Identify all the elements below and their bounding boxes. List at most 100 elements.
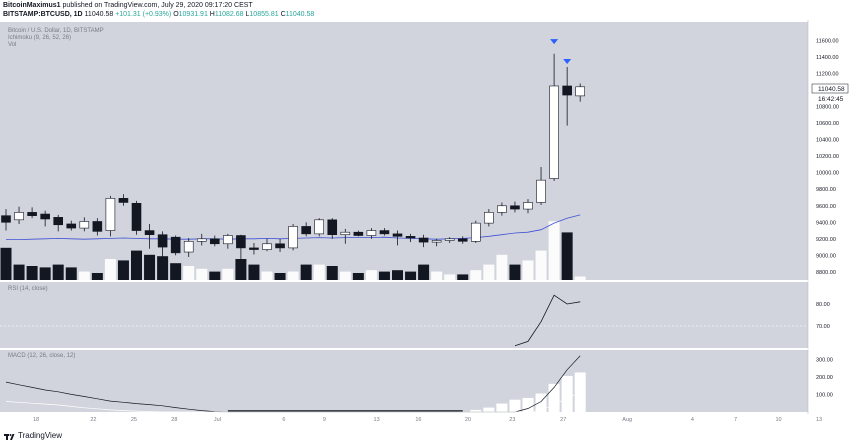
- candle-body: [470, 222, 481, 242]
- volume-bar: [13, 264, 25, 280]
- volume-bar: [235, 259, 247, 280]
- volume-bar: [91, 273, 103, 280]
- chart-axes: 11600.0011400.0011200.0011000.0010800.00…: [33, 39, 839, 423]
- footer: TradingView: [4, 431, 62, 441]
- candle-body: [444, 238, 455, 241]
- candle-body: [549, 85, 559, 179]
- tradingview-logo-icon: [4, 433, 15, 440]
- price-tick-label: 11200.00: [816, 72, 839, 78]
- time-tick-label: 28: [171, 417, 177, 423]
- volume-bar: [365, 270, 377, 280]
- chart-panes: [0, 20, 850, 414]
- author-name[interactable]: BitcoinMaximus1: [3, 2, 61, 9]
- price-tick-label: 11600.00: [816, 39, 839, 45]
- rsi-legend: RSI (14, close): [8, 286, 48, 292]
- price-tick-label: 10400.00: [816, 138, 839, 144]
- volume-bar: [261, 271, 273, 280]
- main-pane-bg: [0, 22, 808, 280]
- high-value: 11082.68: [214, 11, 244, 18]
- price-tick-label: 9600.00: [816, 204, 836, 210]
- price-tick-label: 10000.00: [816, 171, 839, 177]
- volume-bar: [339, 271, 351, 280]
- volume-bar: [26, 266, 38, 280]
- volume-bar: [209, 271, 221, 280]
- candle-body: [40, 213, 50, 220]
- time-tick-label: 25: [131, 417, 137, 423]
- candle-body: [431, 240, 442, 243]
- price-tick-label: 9800.00: [816, 187, 836, 193]
- countdown-text: 16:42:45: [818, 96, 844, 103]
- macd-signal-line: [5, 392, 581, 413]
- volume-bar: [313, 264, 325, 280]
- volume-bar: [170, 263, 182, 280]
- macd-histogram-bar: [574, 372, 586, 412]
- time-tick-label: 6: [282, 417, 285, 423]
- candle-body: [210, 238, 220, 245]
- volume-bar: [117, 260, 129, 280]
- chart-canvas[interactable]: 11600.0011400.0011200.0011000.0010800.00…: [0, 20, 850, 431]
- time-tick-label: 22: [90, 417, 96, 423]
- candle-body: [170, 236, 181, 254]
- price-tick-label: 9000.00: [816, 253, 836, 259]
- volume-bar: [157, 256, 169, 280]
- candle-body: [53, 217, 64, 226]
- last-price-tag: 11040.58 16:42:45: [811, 83, 849, 103]
- candle-body: [510, 205, 520, 210]
- candle-body: [157, 234, 168, 248]
- time-tick-label: 13: [816, 417, 822, 423]
- volume-bar: [496, 254, 508, 280]
- price-tick-label: 10800.00: [816, 105, 839, 111]
- macd-pane-bg: [0, 350, 808, 412]
- macd-tick-label: 100.00: [816, 392, 833, 398]
- macd-tick-label: 200.00: [816, 375, 833, 381]
- volume-bar: [418, 264, 430, 280]
- open-label: O: [173, 11, 179, 18]
- volume-bar: [65, 267, 77, 280]
- volume-bar: [444, 274, 456, 280]
- high-label: H: [209, 11, 215, 18]
- change-value: +101.31 (+0.93%): [115, 11, 172, 18]
- candle-body: [223, 235, 233, 245]
- vol-legend: Vol: [8, 42, 16, 48]
- candle-body: [196, 238, 207, 242]
- macd-legend: MACD (12, 26, close, 12): [8, 353, 75, 359]
- volume-bar: [457, 274, 469, 280]
- time-tick-label: 10: [775, 417, 781, 423]
- candle-body: [144, 230, 155, 235]
- candle-body: [340, 231, 351, 235]
- candle-body: [301, 226, 311, 235]
- macd-histogram-bar: [509, 399, 521, 412]
- candle-body: [353, 231, 364, 236]
- volume-bar: [0, 247, 12, 280]
- last-value: 11040.58: [84, 11, 114, 18]
- price-tick-label: 9400.00: [816, 220, 836, 226]
- time-tick-label: 27: [560, 417, 566, 423]
- candle-body: [27, 212, 37, 216]
- time-tick-label: 4: [691, 417, 694, 423]
- candle-body: [575, 86, 586, 97]
- time-tick-label: Jul: [214, 417, 221, 423]
- candle-body: [249, 247, 259, 250]
- candle-body: [366, 230, 377, 236]
- volume-bar: [509, 264, 521, 280]
- rsi-tick-label: 80.00: [816, 302, 830, 308]
- time-tick-label: 9: [323, 417, 326, 423]
- candle-body: [536, 179, 546, 203]
- footer-brand[interactable]: TradingView: [18, 431, 63, 440]
- price-tick-label: 11400.00: [816, 55, 839, 61]
- volume-bar: [183, 266, 195, 280]
- candle-body: [392, 233, 403, 237]
- macd-histogram-bar: [522, 397, 534, 412]
- volume-bar: [144, 254, 156, 280]
- rsi-pane-bg: [0, 282, 808, 348]
- signal-marker-icon: [550, 39, 559, 45]
- price-tick-label: 10600.00: [816, 121, 839, 127]
- publish-info: published on TradingView.com, July 29, 2…: [62, 2, 253, 9]
- macd-histogram-bar: [561, 375, 573, 412]
- time-tick-label: 13: [374, 417, 380, 423]
- candle-body: [79, 221, 90, 229]
- candle-body: [262, 243, 272, 250]
- candle-body: [183, 240, 194, 253]
- volume-bar: [535, 250, 547, 280]
- volume-bar: [104, 259, 116, 280]
